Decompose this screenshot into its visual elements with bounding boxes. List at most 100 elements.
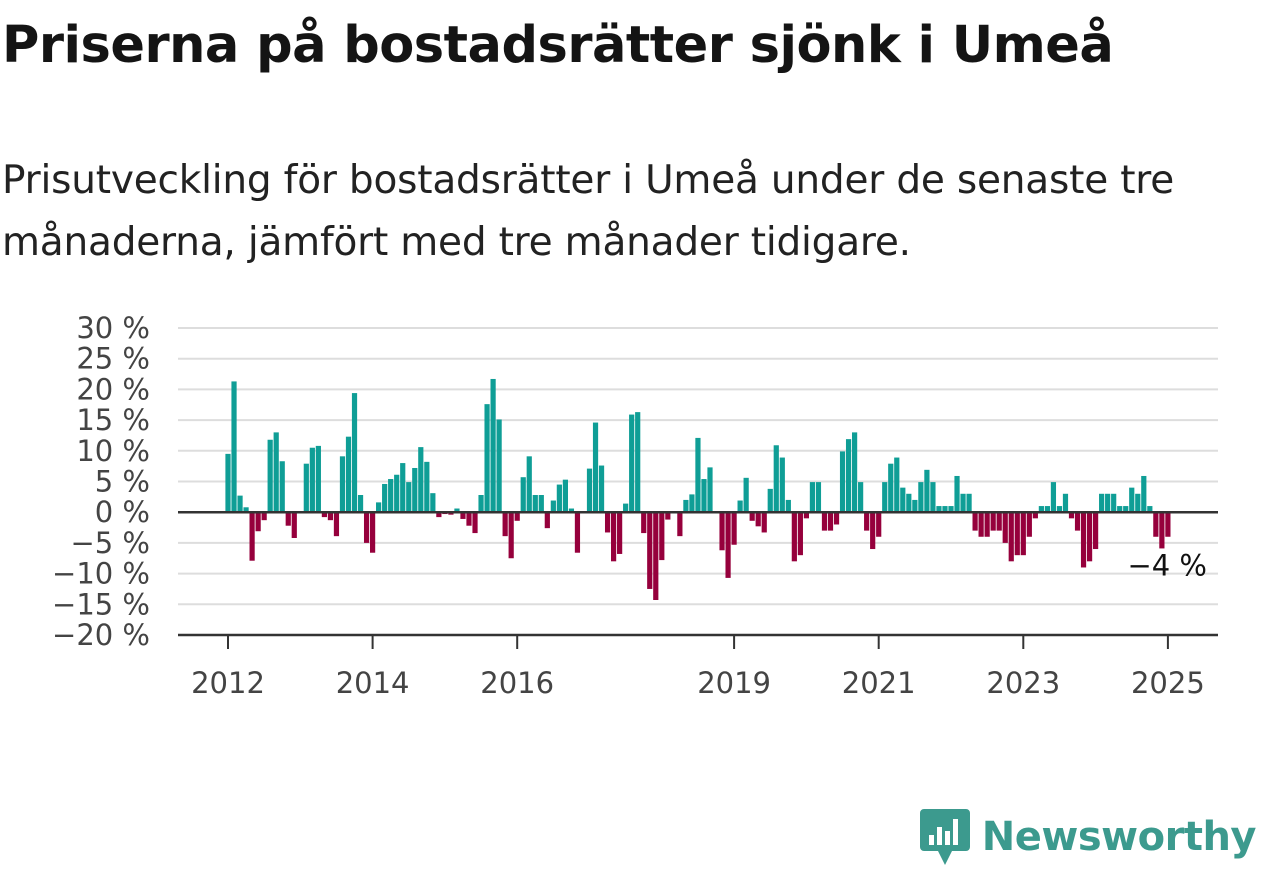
bar [737,500,743,513]
y-axis-labels: 30 %25 %20 %15 %10 %5 %0 %−5 %−10 %−15 %… [52,311,150,652]
bar [1014,512,1020,556]
bar [833,512,840,525]
bar [659,512,665,561]
bar [1129,487,1135,513]
bar [478,495,484,513]
bar [731,512,737,545]
bar [538,495,544,513]
bar [701,479,707,513]
bar [550,500,556,513]
bar [1147,506,1153,513]
bar [683,499,689,513]
x-tick-label: 2014 [336,666,410,700]
bar [454,508,460,513]
bar [261,512,267,521]
bar [309,447,315,513]
y-tick-label: 15 % [76,403,150,437]
bar [339,456,346,513]
bar [996,512,1002,531]
bar [291,512,297,538]
bar [761,512,767,533]
bar [1020,512,1026,556]
bar [315,445,321,513]
bar [821,512,828,531]
bar [1135,493,1141,513]
bar [327,512,334,521]
bar [978,512,984,537]
bar [520,477,526,513]
bar [225,453,231,513]
bar [412,467,418,513]
bar [984,512,990,537]
x-tick-label: 2019 [697,666,771,700]
bar [797,512,803,556]
bar [508,512,514,559]
bar [231,381,237,513]
bar [936,506,942,513]
bar [689,494,695,513]
bar [285,512,291,526]
bar [1141,475,1147,513]
bar [1008,512,1014,562]
bar [755,512,761,527]
bar [725,512,731,578]
bar [647,512,653,589]
bar [472,512,478,534]
bar [845,439,852,513]
bar [852,432,858,513]
bar [1044,506,1050,513]
bar [388,479,394,513]
bar [900,487,906,513]
bar [1153,512,1159,537]
bar [436,512,442,518]
bar [960,493,966,513]
bar-chart: 30 %25 %20 %15 %10 %5 %0 %−5 %−10 %−15 %… [52,311,1218,700]
bar [1032,512,1038,519]
bar [586,468,593,513]
newsworthy-logo-icon [919,809,970,865]
bar [870,512,876,550]
bar [827,512,834,531]
bars [225,378,1171,600]
bar [635,412,641,513]
bar [719,512,725,551]
bar [1111,493,1117,513]
x-tick-label: 2023 [986,666,1060,700]
x-tick-label: 2021 [842,666,916,700]
bar [894,457,900,513]
x-axis-labels: 2012 2014 2016 2019 2021 2023 2025 [191,666,1205,700]
bar [484,404,490,513]
bar [237,495,243,513]
bar [267,439,273,513]
last-value-label: −4 % [1127,549,1207,583]
bar [556,484,562,513]
bar [321,512,327,518]
bar [882,482,888,513]
axes [178,510,1218,649]
bar [400,463,406,513]
bar [779,457,785,513]
bar [1002,512,1008,543]
bar [532,495,538,513]
bar [924,469,930,513]
bar [1117,506,1123,513]
bar [839,451,846,513]
bar [1099,493,1105,513]
bar [695,437,701,513]
bar [629,414,635,513]
bar [918,482,924,513]
bar [568,508,575,513]
bar [382,483,388,513]
bar [333,512,340,537]
bar [496,419,502,513]
bar [743,477,749,513]
bar [357,495,364,513]
bar [653,512,659,600]
bar [773,445,779,513]
bar [1056,506,1063,513]
bar [803,512,809,519]
bar [785,499,791,513]
bar [972,512,978,531]
bar [592,422,599,513]
bar [273,432,279,513]
